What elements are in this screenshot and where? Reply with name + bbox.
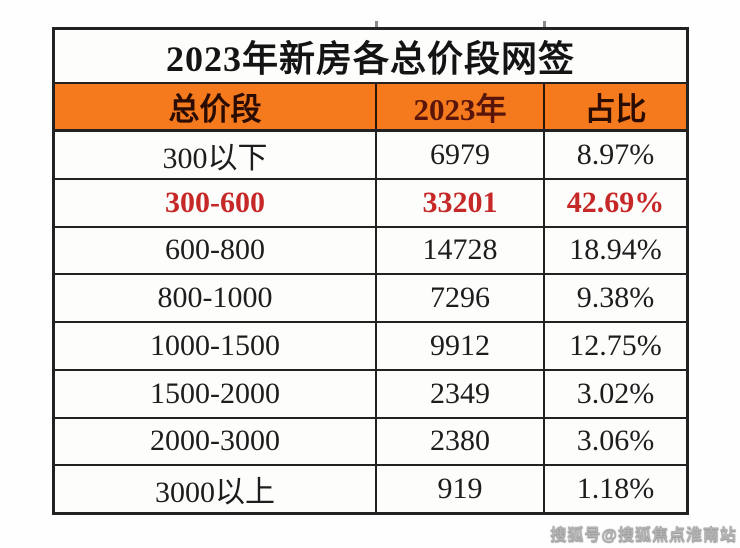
segment-cell: 300以下	[55, 132, 375, 178]
price-segment-table: 2023年新房各总价段网签 总价段 2023年 占比 300以下 6979 8.97…	[52, 27, 689, 515]
table-row: 2000-3000 2380 3.06%	[55, 416, 686, 465]
value-cell: 14728	[375, 227, 543, 274]
header-cell-segment: 总价段	[55, 84, 375, 129]
segment-cell: 3000以上	[55, 466, 375, 512]
table-row: 600-800 14728 18.94%	[55, 225, 686, 274]
segment-cell: 1500-2000	[55, 370, 375, 417]
table-row: 3000以上 919 1.18%	[55, 464, 686, 512]
table-header-row: 总价段 2023年 占比	[55, 82, 686, 132]
segment-cell: 1000-1500	[55, 323, 375, 369]
table-row: 800-1000 7296 9.38%	[55, 273, 686, 321]
table-title: 2023年新房各总价段网签	[165, 39, 575, 79]
share-cell: 8.97%	[543, 132, 686, 178]
table-row: 300以下 6979 8.97%	[55, 132, 686, 178]
share-cell: 3.06%	[543, 418, 686, 465]
table-row: 1500-2000 2349 3.02%	[55, 368, 686, 417]
table-rows: 300以下 6979 8.97% 300-600 33201 42.69% 600-800 1…	[55, 132, 686, 512]
header-cell-year: 2023年	[375, 84, 543, 129]
value-cell: 6979	[375, 132, 543, 178]
value-cell: 7296	[375, 275, 543, 321]
value-cell: 33201	[375, 179, 543, 226]
share-cell: 3.02%	[543, 370, 686, 417]
top-border-stub	[375, 21, 378, 27]
share-cell: 9.38%	[543, 275, 686, 321]
share-cell: 42.69%	[543, 179, 686, 226]
table-row: 1000-1500 9912 12.75%	[55, 321, 686, 369]
value-cell: 2380	[375, 418, 543, 465]
share-cell: 18.94%	[543, 227, 686, 274]
top-border-stub	[543, 21, 546, 27]
value-cell: 2349	[375, 370, 543, 417]
segment-cell: 2000-3000	[55, 418, 375, 465]
segment-cell: 600-800	[55, 227, 375, 274]
sohu-watermark: 搜狐号@搜狐焦点淮南站	[550, 527, 737, 544]
table-row: 300-600 33201 42.69%	[55, 177, 686, 226]
share-cell: 1.18%	[543, 466, 686, 512]
header-cell-share: 占比	[543, 84, 686, 129]
segment-cell: 800-1000	[55, 275, 375, 321]
value-cell: 919	[375, 466, 543, 512]
segment-cell: 300-600	[55, 179, 375, 226]
share-cell: 12.75%	[543, 323, 686, 369]
value-cell: 9912	[375, 323, 543, 369]
